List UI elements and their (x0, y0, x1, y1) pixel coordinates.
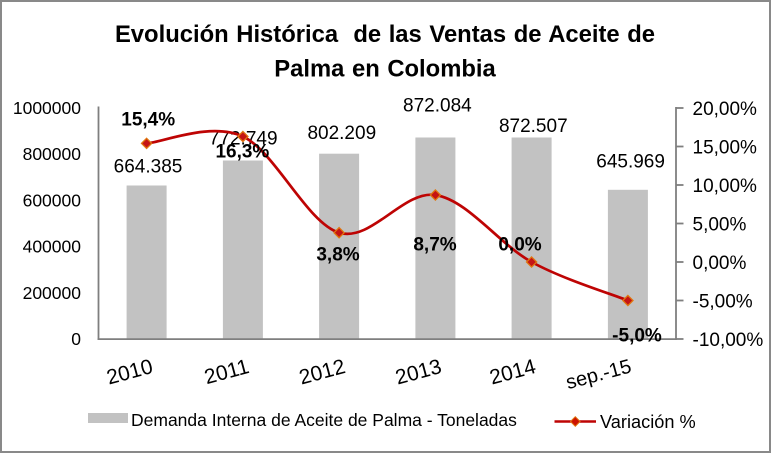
svg-text:1000000: 1000000 (13, 98, 81, 118)
svg-text:800000: 800000 (23, 144, 82, 164)
svg-text:200000: 200000 (23, 283, 82, 303)
svg-text:3,8%: 3,8% (316, 245, 359, 266)
svg-text:Evolución Histórica de las Ve: Evolución Histórica de las Ventas de Ace… (115, 21, 655, 48)
svg-text:5,00%: 5,00% (693, 214, 747, 235)
svg-text:Demanda Interna de Aceite de P: Demanda Interna de Aceite de Palma - Ton… (131, 410, 517, 430)
svg-text:0: 0 (71, 329, 81, 349)
svg-text:15,00%: 15,00% (693, 137, 758, 158)
svg-text:8,7%: 8,7% (413, 234, 456, 255)
svg-text:-10,00%: -10,00% (693, 330, 764, 351)
svg-text:600000: 600000 (23, 190, 82, 210)
svg-text:Variación %: Variación % (600, 412, 696, 432)
svg-text:10,00%: 10,00% (693, 176, 758, 197)
svg-text:664.385: 664.385 (114, 156, 183, 177)
svg-text:-5,00%: -5,00% (693, 291, 753, 312)
svg-text:872.507: 872.507 (499, 116, 568, 137)
svg-text:0,00%: 0,00% (693, 253, 747, 274)
svg-text:802.209: 802.209 (307, 123, 376, 144)
svg-text:-5,0%: -5,0% (612, 325, 662, 346)
svg-text:Palma en Colombia: Palma en Colombia (274, 56, 496, 83)
svg-text:400000: 400000 (23, 237, 82, 257)
svg-text:15,4%: 15,4% (121, 110, 175, 131)
svg-text:16,3%: 16,3% (215, 142, 269, 163)
svg-text:872.084: 872.084 (403, 96, 472, 117)
svg-text:20,00%: 20,00% (693, 99, 758, 120)
svg-text:645.969: 645.969 (596, 152, 665, 173)
svg-text:0,0%: 0,0% (498, 234, 541, 255)
